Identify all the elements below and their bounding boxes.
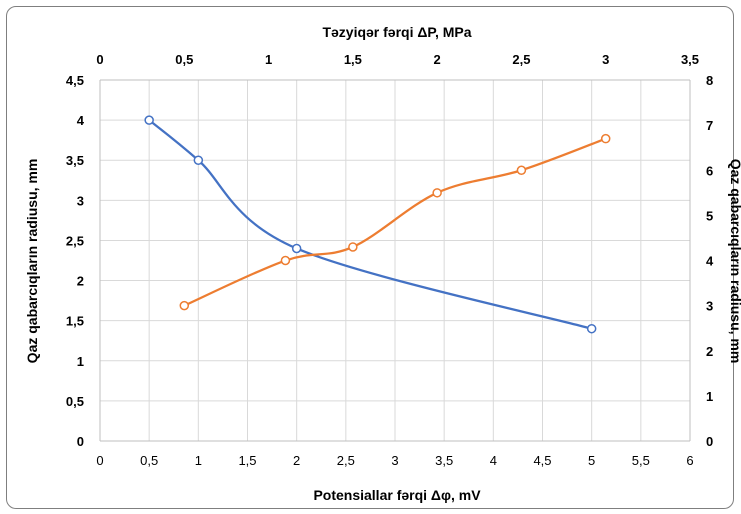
x-bottom-tick-label: 3,5: [435, 453, 453, 468]
y-left-tick-label: 2: [77, 274, 84, 289]
series-layer: [144, 115, 611, 334]
y-right-tick-label: 8: [706, 73, 713, 88]
y-left-tick-label: 4,5: [66, 73, 84, 88]
series-2-line: [183, 137, 607, 307]
x-bottom-tick-label: 1,5: [238, 453, 256, 468]
y-right-tick-label: 5: [706, 208, 713, 223]
x-bottom-tick-label: 4: [490, 453, 497, 468]
y-left-axis-title: Qaz qabarcıqların radiusu, mm: [24, 159, 40, 364]
y-left-tick-label: 0,5: [66, 394, 84, 409]
x-bottom-tick-label: 4,5: [533, 453, 551, 468]
ticks-layer: 0 0,5 1 1,5 2 2,5 3 3,5 4 4,5 5 5,5 60 0,5 1 1,5 2 2,5 3 3,…: [66, 52, 714, 468]
chart-frame: [6, 6, 734, 509]
series-1-point: [193, 155, 204, 165]
x-bottom-tick-label: 3: [391, 453, 398, 468]
series-2-point: [600, 133, 611, 144]
x-top-tick-label: 3,5: [681, 52, 699, 67]
series-2-point: [516, 165, 527, 175]
grid-layer: [99, 79, 691, 442]
x-bottom-tick-label: 5: [588, 453, 595, 468]
series-2-point: [280, 255, 291, 266]
y-right-tick-label: 7: [706, 118, 713, 133]
axes-layer: [99, 79, 691, 442]
y-right-axis-title: Qaz qabarcıqların radiusu, mm: [728, 159, 741, 364]
x-top-tick-label: 0: [96, 52, 103, 67]
x-top-tick-label: 3: [602, 52, 609, 67]
x-top-tick-label: 2,5: [512, 52, 530, 67]
x-top-tick-label: 0,5: [175, 52, 193, 67]
y-left-tick-label: 3,5: [66, 153, 84, 168]
x-bottom-tick-label: 5,5: [632, 453, 650, 468]
series-2-point: [179, 300, 190, 311]
y-left-tick-label: 0: [77, 434, 84, 449]
x-top-tick-label: 2: [434, 52, 441, 67]
series-2-point: [348, 242, 358, 252]
x-top-tick-label: 1: [265, 52, 272, 67]
y-right-tick-label: 4: [706, 254, 714, 269]
y-left-tick-label: 1: [77, 354, 84, 369]
y-right-tick-label: 2: [706, 344, 713, 359]
x-bottom-tick-label: 0: [96, 453, 103, 468]
series-1-point: [291, 243, 302, 254]
y-left-tick-label: 2,5: [66, 233, 84, 248]
y-left-tick-label: 1,5: [66, 314, 84, 329]
series-1-line: [148, 119, 592, 330]
series-2-point: [432, 188, 442, 198]
y-right-tick-label: 1: [706, 389, 713, 404]
y-right-tick-label: 3: [706, 299, 713, 314]
series-1-point: [144, 115, 154, 125]
x-bottom-axis-title: Potensiallar fərqi Δφ, mV: [313, 487, 481, 503]
x-bottom-tick-label: 2: [293, 453, 300, 468]
x-top-axis-title: Təzyiqər fərqi ΔP, MPa: [322, 24, 471, 40]
x-bottom-tick-label: 2,5: [337, 453, 355, 468]
x-bottom-tick-label: 1: [195, 453, 202, 468]
x-top-tick-label: 1,5: [344, 52, 362, 67]
y-right-tick-label: 0: [706, 434, 713, 449]
y-right-tick-label: 6: [706, 163, 713, 178]
y-left-tick-label: 4: [77, 113, 85, 128]
y-left-tick-label: 3: [77, 193, 84, 208]
x-bottom-tick-label: 6: [686, 453, 693, 468]
x-bottom-tick-label: 0,5: [140, 453, 158, 468]
series-1-point: [586, 323, 597, 334]
